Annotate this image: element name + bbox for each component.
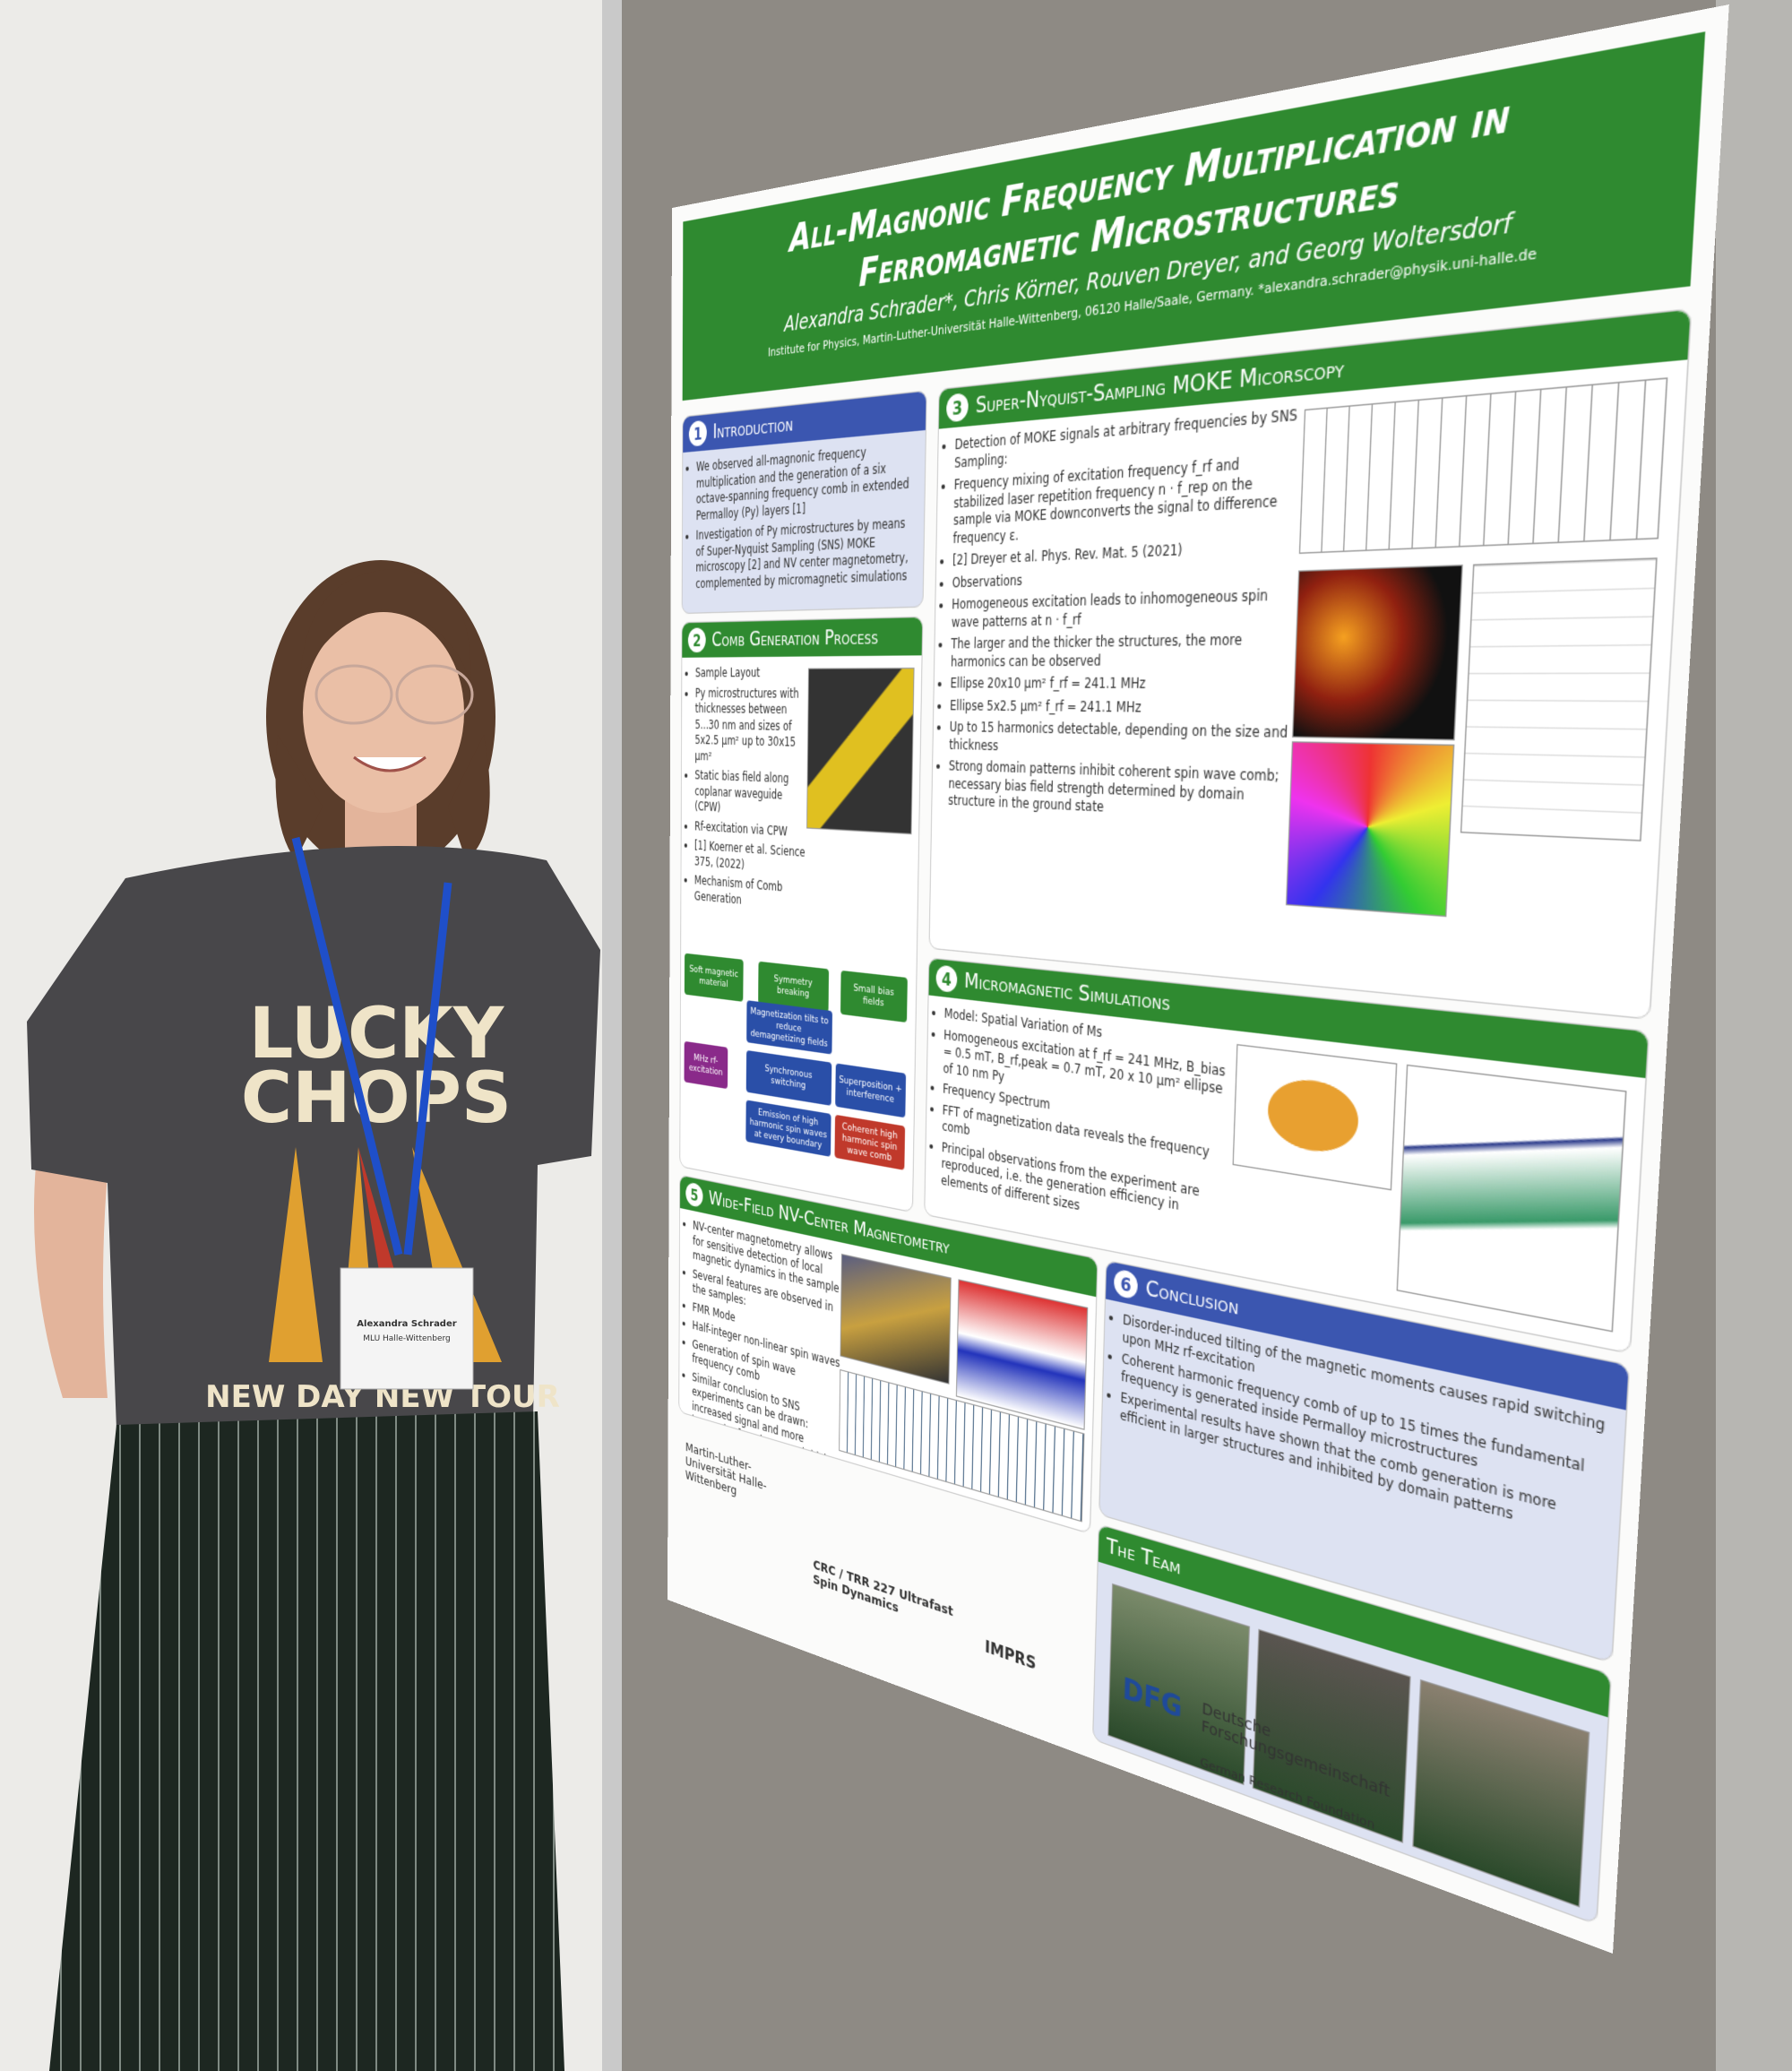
section-title: Micromagnetic Simulations [963,968,1171,1016]
figure [840,1253,952,1385]
section-item: The larger and the thicker the structure… [951,631,1294,671]
badge-name: Alexandra Schrader [357,1319,456,1329]
figure [1292,564,1463,741]
section-number: 4 [935,964,958,994]
badge [340,1267,474,1390]
section-item: Mechanism of Comb Generation [694,873,808,914]
flow-node: Emission of high harmonic spin waves at … [745,1100,831,1157]
flow-node: MHz rf-excitation [684,1040,728,1090]
flow-node: Synchronous switching [745,1049,832,1106]
section-item: Rf-excitation via CPW [694,819,809,841]
section-number: 5 [685,1181,703,1209]
section-item: Sample Layout [695,665,811,681]
section-item: Py microstructures with thicknesses betw… [694,686,810,768]
hair-top [300,569,471,681]
section-item: Strong domain patterns inhibit coherent … [948,758,1288,825]
glasses [395,664,474,725]
lanyard [291,836,452,1256]
section-item: [1] Koerner et al. Science 375, (2022) [694,838,809,877]
badge-affiliation: MLU Halle-Wittenberg [363,1334,451,1343]
section-number: 3 [945,393,969,423]
section-title: Introduction [712,411,794,444]
logo: IMPRS [984,1635,1037,1674]
section-item: Ellipse 5x2.5 µm² f_rf = 241.1 MHz [950,697,1291,719]
flow-node: Small bias fields [840,970,908,1023]
section-list: Detection of MOKE signals at arbitrary f… [932,406,1302,826]
section-header: 2 Comb Generation Process [682,617,923,658]
section-list: Sample Layout Py microstructures with thi… [681,665,810,914]
figure [1460,557,1658,841]
section-item: Investigation of Py microstructures by m… [695,514,918,592]
section-item: Ellipse 20x10 µm² f_rf = 241.1 MHz [950,675,1292,695]
shirt-text: LUCKY [249,994,505,1074]
figure [806,668,915,835]
section-number: 1 [688,419,707,447]
smile [353,755,426,772]
section-title: Comb Generation Process [711,625,879,652]
glasses [314,664,393,725]
section-item: We observed all-magnonic frequency multi… [696,440,919,524]
figure [1298,377,1668,555]
figure [1396,1064,1627,1333]
section-title: Conclusion [1145,1275,1239,1321]
section-number: 2 [687,627,706,653]
section-list: Model: Spatial Variation of MsHomogeneou… [926,1004,1235,1242]
trousers [49,1411,564,2071]
logo: Martin-Luther-Universität Halle-Wittenbe… [685,1440,767,1499]
team-title: The Team [1106,1533,1182,1581]
board-pole [602,0,622,2071]
logo: CRC / TRR 227 Ultrafast Spin Dynamics [813,1558,954,1620]
flow-node: Coherent high harmonic spin wave comb [834,1114,906,1170]
flow-node: Soft magnetic material [684,953,744,1002]
figure [1285,741,1455,918]
section-item: Static bias field along coplanar wavegui… [694,768,809,821]
section-list: We observed all-magnonic frequency multi… [683,440,919,593]
shirt-text: CHOPS [241,1058,512,1139]
poster-section: 1IntroductionWe observed all-magnonic fr… [681,390,927,615]
section-number: 6 [1113,1268,1139,1300]
section-item: Homogeneous excitation leads to inhomoge… [952,586,1296,632]
arm [34,1165,108,1398]
figure [1232,1044,1398,1191]
flow-node: Superposition + interference [835,1063,907,1118]
section-item: Up to 15 harmonics detectable, depending… [949,720,1290,764]
board-pole [1716,0,1792,2071]
